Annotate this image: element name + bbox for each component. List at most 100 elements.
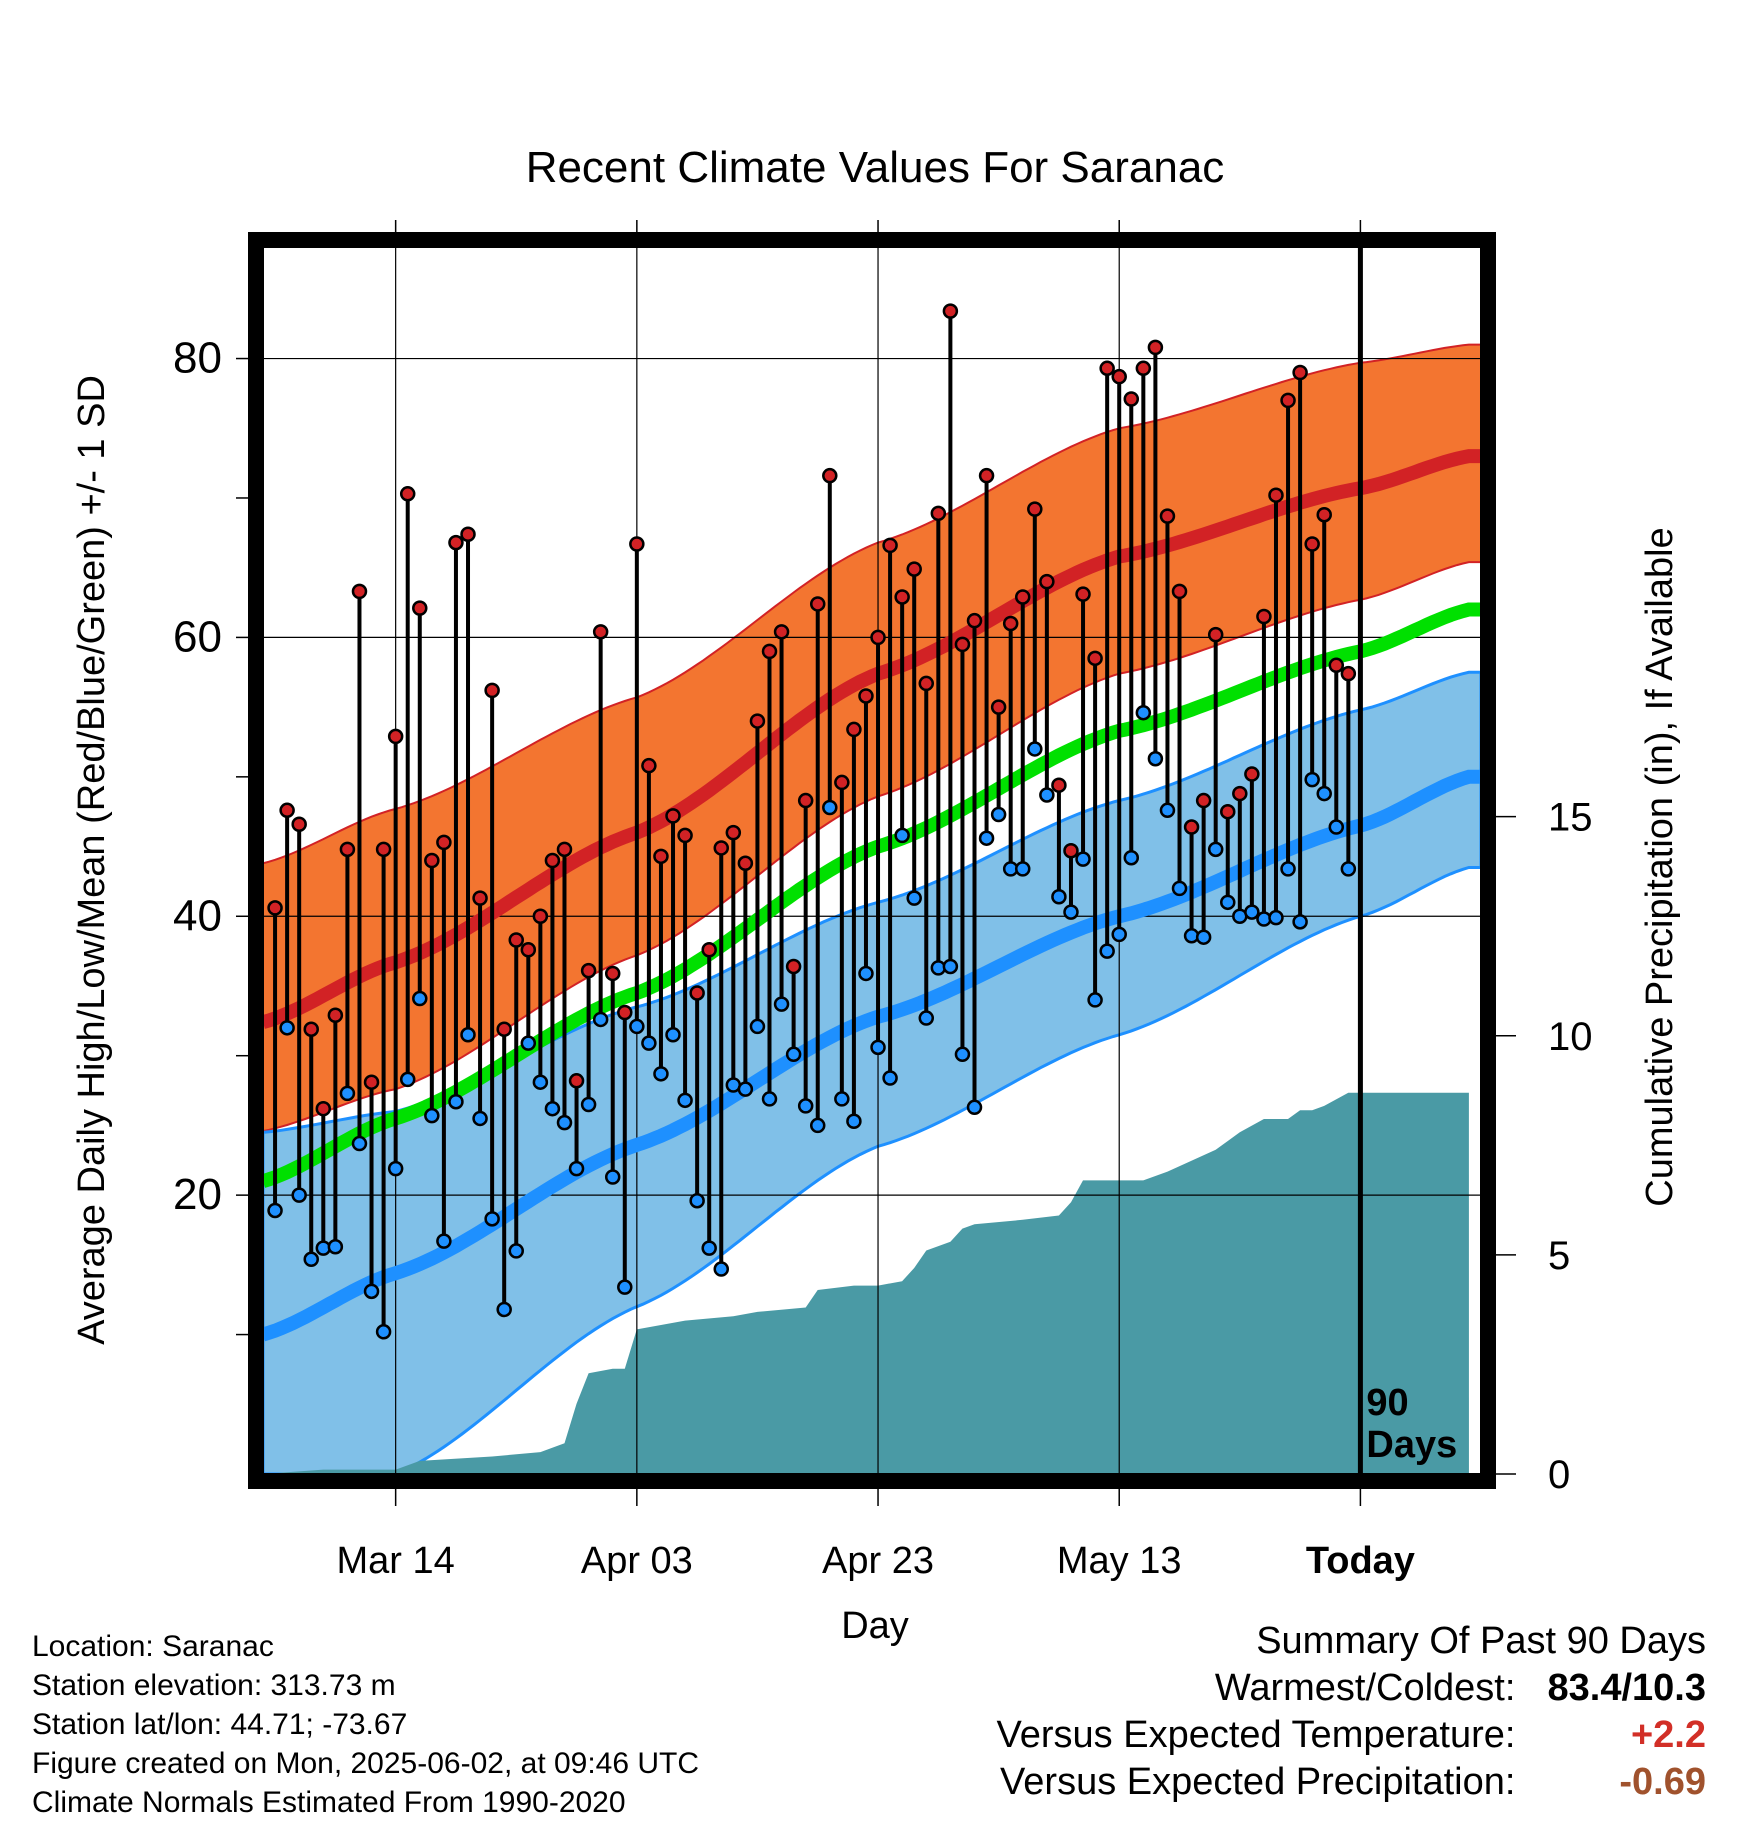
daily-low-point <box>990 806 1007 823</box>
high-normal-line <box>263 449 1481 1029</box>
daily-high-point <box>1195 792 1212 809</box>
x-axis-label: Day <box>841 1605 909 1647</box>
daily-low-point <box>327 1238 344 1255</box>
daily-high-point <box>1340 665 1357 682</box>
daily-high-point <box>713 840 730 856</box>
daily-high-point <box>689 985 705 1001</box>
y-tick-label: 80 <box>173 334 222 383</box>
daily-low-point <box>665 1027 681 1043</box>
x-tick-label: Apr 03 <box>581 1540 693 1582</box>
chart-title: Recent Climate Values For Saranac <box>526 143 1225 192</box>
daily-low-point <box>834 1091 850 1107</box>
daily-low-point <box>412 990 428 1007</box>
daily-high-point <box>617 1004 633 1021</box>
daily-low-point <box>785 1046 802 1063</box>
daily-low-point <box>568 1160 585 1177</box>
daily-low-point <box>1123 849 1140 866</box>
daily-low-point <box>713 1261 730 1277</box>
daily-low-point <box>1075 851 1091 867</box>
x-tick-label: Apr 23 <box>822 1540 934 1582</box>
daily-high-point <box>339 841 356 858</box>
latlon-text: Station lat/lon: 44.71; -73.67 <box>32 1708 408 1741</box>
y-right-tick-label: 0 <box>1548 1453 1570 1497</box>
daily-low-point <box>809 1117 826 1134</box>
daily-high-point <box>737 855 754 872</box>
daily-low-point <box>918 1010 935 1026</box>
daily-low-point <box>797 1098 814 1114</box>
daily-low-point <box>1268 909 1284 926</box>
daily-high-point <box>1014 589 1031 605</box>
daily-high-point <box>424 852 440 869</box>
daily-high-point <box>279 802 295 819</box>
daily-high-point <box>858 688 874 704</box>
daily-high-point <box>1171 583 1188 600</box>
daily-low-point <box>375 1324 392 1340</box>
daily-low-point <box>291 1187 307 1203</box>
daily-high-point <box>1135 360 1152 377</box>
daily-low-point <box>399 1071 416 1088</box>
daily-low-point <box>279 1020 295 1036</box>
daily-high-point <box>520 941 537 958</box>
daily-low-point <box>339 1085 356 1102</box>
daily-high-point <box>484 682 500 699</box>
y-tick-label: 60 <box>173 612 222 661</box>
daily-low-point <box>846 1113 862 1129</box>
daily-low-point <box>580 1096 597 1113</box>
daily-high-point <box>629 536 645 552</box>
daily-high-point <box>894 589 910 605</box>
daily-high-point <box>399 486 416 502</box>
daily-low-point <box>1027 741 1043 757</box>
daily-high-point <box>809 596 826 612</box>
daily-low-point <box>556 1114 573 1131</box>
daily-high-point <box>580 962 597 979</box>
daily-low-point <box>387 1160 404 1177</box>
daily-high-point <box>436 834 452 851</box>
precip-area <box>263 1092 1469 1474</box>
daily-high-point <box>761 643 778 660</box>
daily-low-point <box>496 1301 512 1318</box>
daily-high-point <box>544 852 561 869</box>
daily-low-point <box>1195 929 1212 945</box>
daily-high-point <box>568 1073 585 1089</box>
daily-high-point <box>773 624 790 640</box>
daily-high-point <box>1039 573 1055 590</box>
daily-high-point <box>1207 626 1224 643</box>
precip-anomaly-value: -0.69 <box>1619 1761 1706 1803</box>
daily-high-point <box>1316 506 1332 523</box>
daily-low-point <box>1014 861 1031 877</box>
daily-low-point <box>966 1099 983 1116</box>
daily-high-point <box>653 848 669 865</box>
daily-low-point <box>1099 943 1115 959</box>
today-annotation-line2: Days <box>1366 1424 1457 1466</box>
daily-high-point <box>1002 615 1019 632</box>
daily-high-point <box>1051 777 1067 793</box>
daily-low-point <box>1111 926 1127 943</box>
daily-high-point <box>604 965 621 982</box>
daily-high-point <box>387 728 404 745</box>
daily-high-point <box>641 757 657 774</box>
daily-low-point <box>942 958 959 975</box>
y-tick-label: 40 <box>173 891 222 940</box>
daily-low-point <box>448 1093 464 1110</box>
daily-high-point <box>834 774 850 791</box>
daily-low-point <box>351 1135 368 1152</box>
daily-high-point <box>942 303 959 319</box>
temp-anomaly-label: Versus Expected Temperature: <box>996 1714 1516 1756</box>
daily-low-point <box>761 1091 778 1107</box>
daily-low-point <box>520 1035 537 1051</box>
precip-anomaly-label: Versus Expected Precipitation: <box>1000 1761 1516 1803</box>
daily-low-point <box>1220 894 1236 911</box>
daily-low-point <box>677 1092 693 1109</box>
daily-low-point <box>641 1035 657 1051</box>
daily-high-point <box>303 1021 319 1037</box>
daily-high-point <box>785 958 802 975</box>
daily-high-point <box>1087 650 1103 667</box>
created-text: Figure created on Mon, 2025-06-02, at 09… <box>32 1747 700 1780</box>
daily-low-point <box>822 799 838 816</box>
axes-layer: 20 40 60 80 0 5 10 15 Mar 14 Apr 03 Apr 23 May 13 To… <box>173 220 1593 1582</box>
daily-high-point <box>532 908 549 925</box>
daily-low-point <box>532 1074 549 1090</box>
warmest-coldest-label: Warmest/Coldest: <box>1214 1667 1516 1709</box>
daily-high-point <box>315 1100 332 1117</box>
